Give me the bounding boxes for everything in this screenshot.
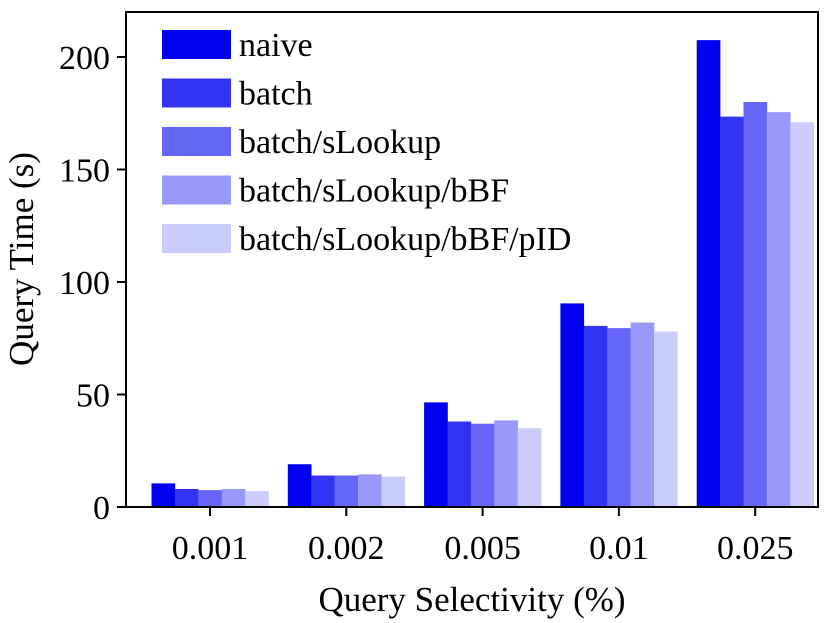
bar-batch-0.005 <box>447 421 472 507</box>
legend-label: batch <box>239 76 313 113</box>
bar-batch-0.001 <box>174 489 199 507</box>
bar-batch-slookup-bbf-0.01 <box>630 322 655 507</box>
x-tick-label: 0.002 <box>308 530 385 567</box>
legend: naive batch batch/sLookup batch/sLookup/bBF… <box>162 27 571 258</box>
bar-naive-0.005 <box>424 402 448 508</box>
bar-naive-0.001 <box>151 483 176 508</box>
bar-batch-0.025 <box>720 116 744 508</box>
y-tick-label: 200 <box>59 40 110 77</box>
bar-batch-slookup-0.001 <box>198 490 222 508</box>
y-tick-label: 150 <box>59 153 110 190</box>
bar-batch-0.01 <box>583 325 608 508</box>
y-axis-title: Query Time (s) <box>2 152 41 366</box>
legend-label: batch/sLookup/bBF <box>239 173 509 210</box>
y-tick-label: 100 <box>59 265 110 302</box>
legend-label: naive <box>239 27 313 64</box>
plot-frame <box>125 11 819 508</box>
y-axis: 0 50 100 150 200 <box>59 40 126 527</box>
x-axis-title: Query Selectivity (%) <box>318 580 625 619</box>
x-tick-label: 0.01 <box>589 530 649 567</box>
y-tick-label: 0 <box>93 490 110 527</box>
bar-naive-0.01 <box>560 303 585 508</box>
bar-batch-slookup-bbf-pid-0.01 <box>654 331 678 507</box>
bar-batch-slookup-bbf-0.005 <box>494 420 518 508</box>
x-axis: 0.001 0.002 0.005 0.01 0.025 <box>172 507 794 567</box>
x-tick-label: 0.005 <box>444 530 521 567</box>
bar-batch-0.002 <box>311 475 335 507</box>
bars-layer <box>151 40 814 508</box>
legend-swatch <box>162 30 231 59</box>
y-tick-label: 50 <box>76 378 110 415</box>
x-tick-label: 0.025 <box>717 530 794 567</box>
legend-label: batch/sLookup <box>239 124 441 161</box>
bar-naive-0.025 <box>696 40 721 508</box>
bar-batch-slookup-bbf-0.025 <box>766 112 791 508</box>
legend-label: batch/sLookup/bBF/pID <box>239 221 571 258</box>
bar-naive-0.002 <box>287 464 312 507</box>
x-tick-label: 0.001 <box>172 530 249 567</box>
bar-batch-slookup-bbf-0.001 <box>221 489 246 507</box>
bar-batch-slookup-bbf-pid-0.002 <box>381 476 406 508</box>
bar-batch-slookup-0.005 <box>470 423 495 507</box>
legend-swatch <box>162 127 231 156</box>
bar-batch-slookup-0.025 <box>743 102 768 507</box>
legend-swatch <box>162 224 231 253</box>
bar-batch-slookup-bbf-pid-0.001 <box>245 491 269 507</box>
legend-swatch <box>162 175 231 205</box>
bar-batch-slookup-bbf-pid-0.025 <box>790 122 814 507</box>
bar-batch-slookup-bbf-pid-0.005 <box>517 428 542 507</box>
bar-batch-slookup-bbf-0.002 <box>358 474 382 508</box>
bar-batch-slookup-0.01 <box>607 328 631 508</box>
legend-swatch <box>162 78 231 108</box>
bar-batch-slookup-0.002 <box>334 475 359 507</box>
